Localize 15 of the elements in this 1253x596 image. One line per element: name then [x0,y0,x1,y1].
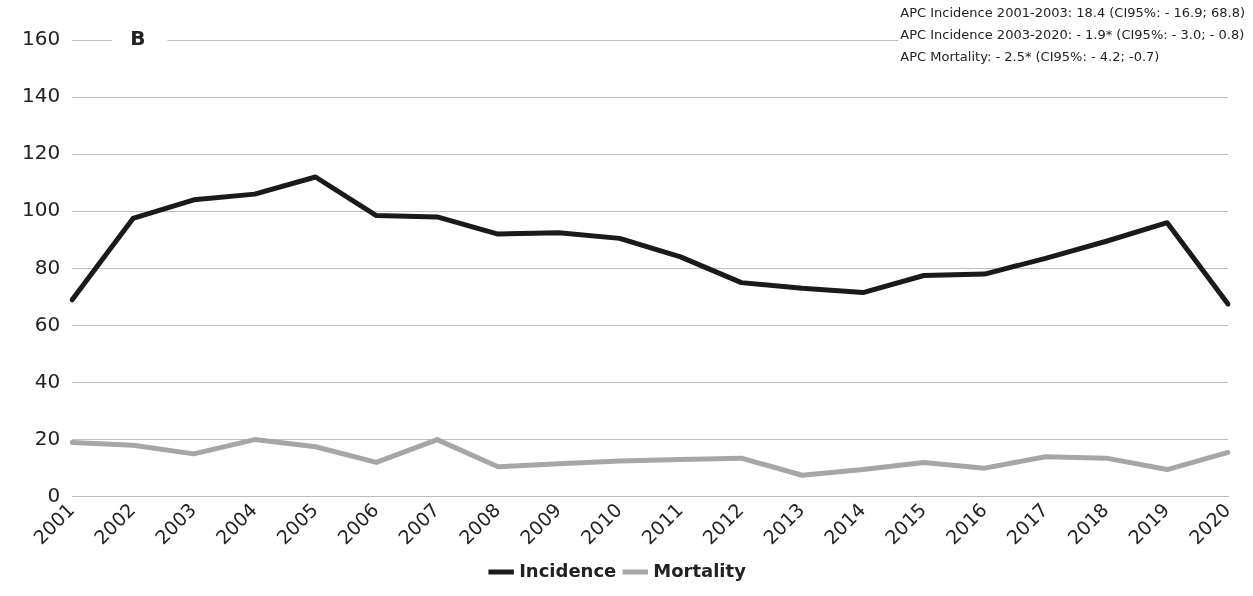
y-tick-label: 80 [34,254,61,279]
y-tick-label: 20 [34,425,61,450]
legend-label: Incidence [519,559,617,581]
chart-title: B [130,26,146,51]
y-tick-label: 0 [47,482,61,507]
y-tick-label: 100 [21,197,61,222]
annotation: APC Mortality: - 2.5* (CI95%: - 4.2; -0.7) [900,48,1161,66]
legend-label: Mortality [653,559,747,581]
y-tick-label: 160 [21,26,61,51]
annotation: APC Incidence 2003-2020: - 1.9* (CI95%: - 3.0; - 0.8) [900,26,1245,44]
y-tick-label: 40 [34,368,61,393]
y-tick-label: 60 [34,311,61,336]
y-tick-label: 120 [21,140,61,165]
y-tick-label: 140 [21,83,61,108]
text: APC Incidence 2001-2003: 18.4 (CI95%: - 16.9; 68.8) [900,4,1245,22]
